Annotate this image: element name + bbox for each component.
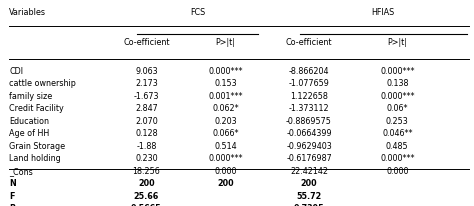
Text: 0.06*: 0.06*: [386, 104, 408, 113]
Text: Education: Education: [9, 117, 49, 126]
Text: 0.153: 0.153: [214, 79, 237, 88]
Text: 0.253: 0.253: [386, 117, 409, 126]
Text: 0.000: 0.000: [386, 167, 409, 176]
Text: -1.373112: -1.373112: [289, 104, 329, 113]
Text: R: R: [9, 204, 16, 206]
Text: HFIAS: HFIAS: [372, 8, 395, 17]
Text: 0.138: 0.138: [386, 79, 409, 88]
Text: F: F: [9, 192, 15, 201]
Text: 0.000: 0.000: [214, 167, 237, 176]
Text: 0.000***: 0.000***: [208, 154, 243, 163]
Text: 9.063: 9.063: [135, 67, 158, 76]
Text: -0.0664399: -0.0664399: [286, 129, 332, 138]
Text: CDI: CDI: [9, 67, 23, 76]
Text: -0.6176987: -0.6176987: [286, 154, 332, 163]
Text: 2.070: 2.070: [135, 117, 158, 126]
Text: 0.5665: 0.5665: [131, 204, 162, 206]
Text: N: N: [9, 179, 16, 188]
Text: -1.673: -1.673: [134, 92, 159, 101]
Text: 22.42142: 22.42142: [290, 167, 328, 176]
Text: -0.8869575: -0.8869575: [286, 117, 332, 126]
Text: 25.66: 25.66: [134, 192, 159, 201]
Text: Grain Storage: Grain Storage: [9, 142, 65, 151]
Text: 0.514: 0.514: [214, 142, 237, 151]
Text: 0.203: 0.203: [214, 117, 237, 126]
Text: Co-efficient: Co-efficient: [286, 38, 332, 47]
Text: 0.230: 0.230: [135, 154, 158, 163]
Text: 0.128: 0.128: [135, 129, 158, 138]
Text: 0.7395: 0.7395: [294, 204, 324, 206]
Text: 55.72: 55.72: [296, 192, 322, 201]
Text: Land holding: Land holding: [9, 154, 61, 163]
Text: -1.88: -1.88: [136, 142, 156, 151]
Text: 0.062*: 0.062*: [212, 104, 239, 113]
Text: -0.9629403: -0.9629403: [286, 142, 332, 151]
Text: 0.001***: 0.001***: [208, 92, 243, 101]
Text: 0.000***: 0.000***: [380, 154, 414, 163]
Text: FCS: FCS: [190, 8, 205, 17]
Text: 0.046**: 0.046**: [382, 129, 412, 138]
Text: _Cons: _Cons: [9, 167, 33, 176]
Text: 2.847: 2.847: [135, 104, 158, 113]
Text: 200: 200: [138, 179, 155, 188]
Text: 18.256: 18.256: [133, 167, 160, 176]
Text: 0.000***: 0.000***: [380, 67, 414, 76]
Text: Variables: Variables: [9, 8, 46, 17]
Text: P>|t|: P>|t|: [387, 38, 407, 47]
Text: Age of HH: Age of HH: [9, 129, 50, 138]
Text: 0.485: 0.485: [386, 142, 409, 151]
Text: 2.173: 2.173: [135, 79, 158, 88]
Text: -8.866204: -8.866204: [289, 67, 329, 76]
Text: Credit Facility: Credit Facility: [9, 104, 64, 113]
Text: 1.122658: 1.122658: [290, 92, 328, 101]
Text: P>|t|: P>|t|: [216, 38, 235, 47]
Text: 200: 200: [301, 179, 317, 188]
Text: -1.077659: -1.077659: [289, 79, 329, 88]
Text: family size: family size: [9, 92, 53, 101]
Text: 0.000***: 0.000***: [380, 92, 414, 101]
Text: 0.066*: 0.066*: [212, 129, 238, 138]
Text: 200: 200: [217, 179, 234, 188]
Text: Co-efficient: Co-efficient: [123, 38, 170, 47]
Text: 0.000***: 0.000***: [208, 67, 243, 76]
Text: cattle ownership: cattle ownership: [9, 79, 76, 88]
